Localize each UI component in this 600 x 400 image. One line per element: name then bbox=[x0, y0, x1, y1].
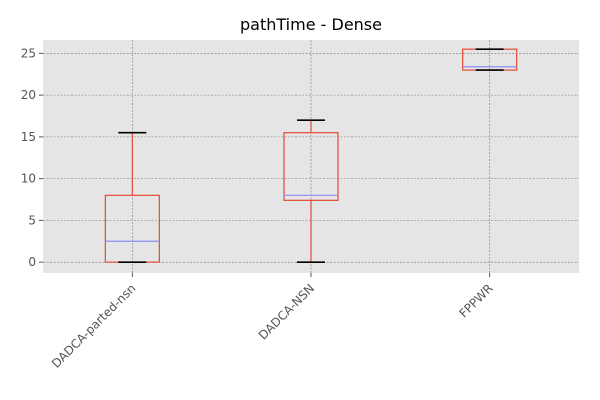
box-series bbox=[104, 48, 518, 263]
y-tick-label: 5 bbox=[28, 213, 36, 227]
box-dadca-parted-nsn bbox=[104, 131, 160, 263]
y-tick-label: 20 bbox=[21, 88, 36, 102]
y-tick-label: 25 bbox=[21, 46, 36, 60]
box-fppwr bbox=[462, 48, 518, 71]
x-tick-label: DADCA-parted-nsn bbox=[49, 281, 138, 370]
y-tick-label: 0 bbox=[28, 255, 36, 269]
box-iqr bbox=[283, 132, 339, 201]
y-tick-label: 10 bbox=[21, 172, 36, 186]
box-dadca-nsn bbox=[283, 119, 339, 263]
y-tick-label: 15 bbox=[21, 130, 36, 144]
x-tick-label: FPPWR bbox=[456, 281, 495, 320]
x-axis: DADCA-parted-nsn DADCA-NSN FPPWR bbox=[49, 273, 496, 371]
chart-title: pathTime - Dense bbox=[240, 15, 382, 34]
x-tick-label: DADCA-NSN bbox=[256, 281, 317, 342]
y-axis: 0 5 10 15 20 25 bbox=[21, 46, 43, 269]
